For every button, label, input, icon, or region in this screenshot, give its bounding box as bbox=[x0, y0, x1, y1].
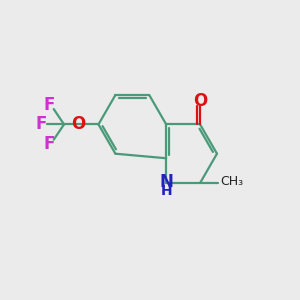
Text: O: O bbox=[71, 116, 85, 134]
Text: F: F bbox=[36, 116, 47, 134]
Text: N: N bbox=[159, 173, 173, 191]
Text: H: H bbox=[160, 184, 172, 198]
Text: F: F bbox=[44, 96, 55, 114]
Text: CH₃: CH₃ bbox=[221, 176, 244, 188]
Text: O: O bbox=[193, 92, 207, 110]
Text: F: F bbox=[44, 134, 55, 152]
